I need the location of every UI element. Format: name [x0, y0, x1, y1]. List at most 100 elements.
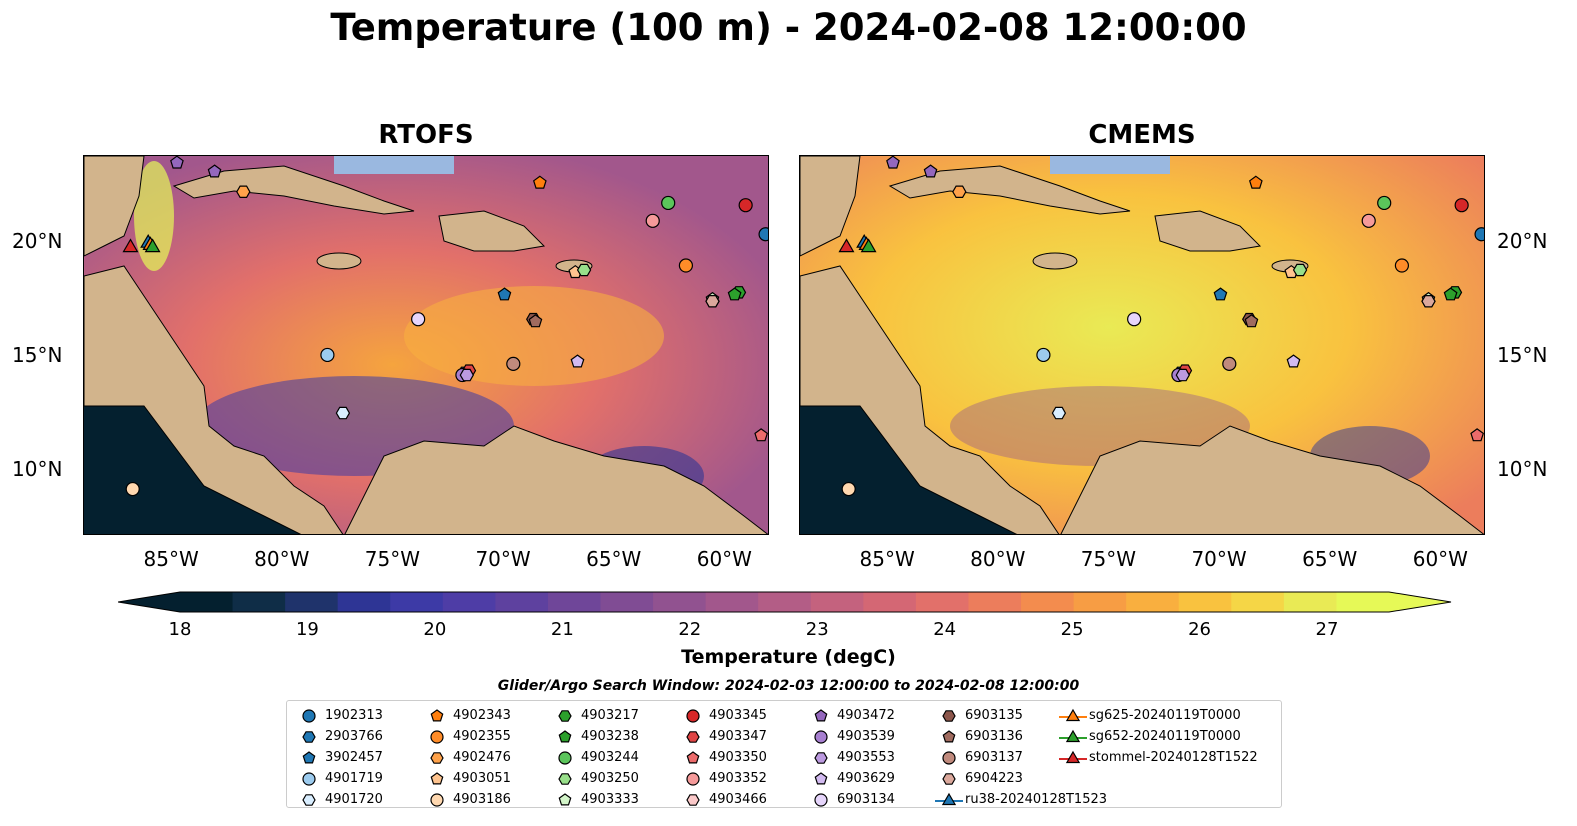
- lat-label-20n-left: 20°N: [12, 229, 63, 253]
- cuba-land: [888, 165, 1131, 215]
- legend-marker-icon: [814, 730, 828, 744]
- argo-float-marker[interactable]: [1222, 356, 1237, 371]
- argo-float-marker[interactable]: [236, 185, 251, 199]
- argo-float-marker[interactable]: [528, 314, 543, 328]
- argo-float-marker[interactable]: [1454, 198, 1469, 213]
- rtofs-map[interactable]: [83, 155, 769, 535]
- legend-box: 1902313 2903766 3902457 4901719 4901720 49023…: [286, 700, 1282, 808]
- lon-label: 85°W: [143, 547, 199, 571]
- glider-marker[interactable]: [144, 238, 161, 253]
- argo-float-marker[interactable]: [411, 312, 426, 327]
- colorbar-tick-label: 19: [295, 619, 319, 640]
- colorbar-segment: [968, 592, 1022, 612]
- argo-float-marker[interactable]: [678, 258, 694, 273]
- argo-float-marker[interactable]: [320, 347, 335, 363]
- argo-float-marker[interactable]: [923, 164, 938, 178]
- legend-marker-icon: [558, 751, 572, 765]
- argo-float-marker[interactable]: [1127, 312, 1142, 327]
- legend-marker-icon: [686, 751, 700, 764]
- colorbar-segment: [1021, 592, 1075, 612]
- argo-float-marker[interactable]: [532, 175, 547, 189]
- argo-float-marker[interactable]: [1292, 263, 1308, 277]
- argo-float-marker[interactable]: [886, 156, 900, 169]
- colorbar-segment: [915, 592, 969, 612]
- argo-float-marker[interactable]: [125, 481, 140, 497]
- legend-label: 4901719: [325, 771, 383, 786]
- argo-float-marker[interactable]: [705, 295, 720, 308]
- south-america-land: [344, 425, 768, 534]
- legend-marker-icon: [558, 773, 572, 785]
- float-markers: [838, 156, 1485, 497]
- argo-float-marker[interactable]: [335, 406, 351, 420]
- legend-label: 2903766: [325, 729, 383, 744]
- argo-float-marker[interactable]: [661, 195, 676, 211]
- legend-label: 4903345: [709, 708, 767, 723]
- argo-float-marker[interactable]: [952, 185, 967, 199]
- legend-label: 4902355: [453, 729, 511, 744]
- colorbar-segment: [1073, 592, 1127, 612]
- yucatan-land: [84, 156, 145, 257]
- argo-float-marker[interactable]: [758, 227, 769, 242]
- legend-label: 6903134: [837, 792, 895, 807]
- argo-float-marker[interactable]: [576, 263, 592, 277]
- glider-marker[interactable]: [860, 238, 877, 253]
- argo-float-marker[interactable]: [570, 354, 585, 368]
- argo-float-marker[interactable]: [727, 287, 742, 301]
- legend-marker-icon: [302, 709, 316, 723]
- argo-float-marker[interactable]: [841, 481, 856, 497]
- argo-float-marker[interactable]: [645, 213, 660, 228]
- colorbar-tick-label: 20: [423, 619, 447, 640]
- argo-float-marker[interactable]: [1377, 195, 1392, 211]
- legend-marker-icon: [430, 709, 444, 722]
- colorbar-segment: [1231, 592, 1285, 612]
- argo-float-marker[interactable]: [738, 198, 753, 213]
- legend-marker-icon: [814, 709, 828, 722]
- argo-float-marker[interactable]: [1394, 258, 1410, 273]
- argo-float-marker[interactable]: [1036, 347, 1051, 363]
- argo-float-marker[interactable]: [459, 368, 474, 382]
- colorbar-segment: [1336, 592, 1390, 612]
- legend-label: 4903217: [581, 708, 639, 723]
- legend-marker-icon: [430, 730, 444, 744]
- argo-float-marker[interactable]: [1244, 314, 1259, 328]
- argo-float-marker[interactable]: [1286, 354, 1301, 368]
- legend-marker-icon: [1059, 708, 1087, 722]
- colorbar-segment: [285, 592, 339, 612]
- argo-float-marker[interactable]: [497, 287, 512, 301]
- temperature-colorbar: [118, 591, 1452, 613]
- argo-float-marker[interactable]: [1175, 368, 1190, 382]
- legend-label: sg625-20240119T0000: [1089, 708, 1241, 723]
- legend-marker-icon: [814, 772, 828, 785]
- colorbar-segment: [442, 592, 496, 612]
- argo-float-marker[interactable]: [506, 356, 521, 371]
- glider-marker[interactable]: [838, 238, 855, 253]
- argo-float-marker[interactable]: [207, 164, 222, 178]
- cmems-map[interactable]: [799, 155, 1485, 535]
- colorbar-tick-label: 24: [933, 619, 957, 640]
- argo-float-marker[interactable]: [1443, 287, 1458, 301]
- argo-float-marker[interactable]: [1248, 175, 1263, 189]
- argo-float-marker[interactable]: [1213, 287, 1228, 301]
- legend-marker-icon: [814, 793, 828, 807]
- colorbar-segment: [1126, 592, 1180, 612]
- cmems-map-canvas: [800, 156, 1485, 534]
- argo-float-marker[interactable]: [1051, 406, 1067, 420]
- argo-float-marker[interactable]: [1361, 213, 1376, 228]
- colorbar-segment: [495, 592, 549, 612]
- figure-title: Temperature (100 m) - 2024-02-08 12:00:0…: [330, 6, 1247, 49]
- argo-float-marker[interactable]: [1421, 295, 1436, 308]
- glider-marker[interactable]: [122, 238, 139, 253]
- legend-marker-icon: [302, 751, 316, 764]
- legend-marker-icon: [430, 752, 444, 764]
- lat-label-10n-left: 10°N: [12, 457, 63, 481]
- legend-label: 6904223: [965, 771, 1023, 786]
- argo-float-marker[interactable]: [754, 428, 768, 442]
- colorbar-extend-high: [1389, 592, 1451, 612]
- argo-float-marker[interactable]: [1470, 428, 1484, 442]
- legend-label: 4902476: [453, 750, 511, 765]
- argo-float-marker[interactable]: [1474, 227, 1485, 242]
- legend-label: 4903333: [581, 792, 639, 807]
- colorbar-segment: [600, 592, 654, 612]
- colorbar-segment: [1283, 592, 1337, 612]
- argo-float-marker[interactable]: [170, 156, 184, 169]
